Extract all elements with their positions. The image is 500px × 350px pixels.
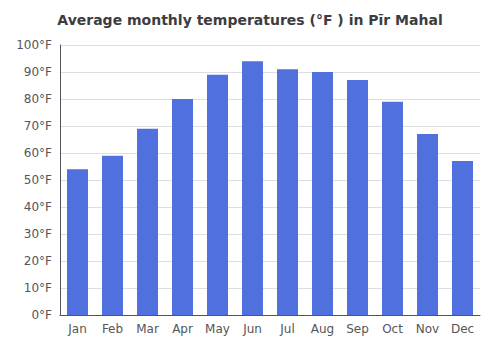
svg-text:Dec: Dec — [451, 322, 474, 336]
svg-text:May: May — [205, 322, 230, 336]
svg-text:Oct: Oct — [382, 322, 403, 336]
svg-text:Aug: Aug — [311, 322, 334, 336]
svg-text:20°F: 20°F — [24, 254, 52, 268]
svg-text:0°F: 0°F — [31, 308, 52, 322]
svg-text:Feb: Feb — [102, 322, 123, 336]
svg-text:Nov: Nov — [416, 322, 439, 336]
svg-text:80°F: 80°F — [24, 92, 52, 106]
svg-text:100°F: 100°F — [16, 38, 52, 52]
svg-text:Sep: Sep — [346, 322, 369, 336]
svg-text:Jun: Jun — [242, 322, 262, 336]
svg-text:Jan: Jan — [67, 322, 87, 336]
svg-text:90°F: 90°F — [24, 65, 52, 79]
svg-text:Apr: Apr — [172, 322, 193, 336]
svg-text:50°F: 50°F — [24, 173, 52, 187]
svg-text:10°F: 10°F — [24, 281, 52, 295]
svg-text:70°F: 70°F — [24, 119, 52, 133]
svg-text:Average monthly temperatures (: Average monthly temperatures (°F ) in Pī… — [57, 12, 442, 28]
svg-text:40°F: 40°F — [24, 200, 52, 214]
svg-text:Mar: Mar — [136, 322, 159, 336]
svg-text:Jul: Jul — [279, 322, 294, 336]
svg-text:30°F: 30°F — [24, 227, 52, 241]
svg-text:60°F: 60°F — [24, 146, 52, 160]
